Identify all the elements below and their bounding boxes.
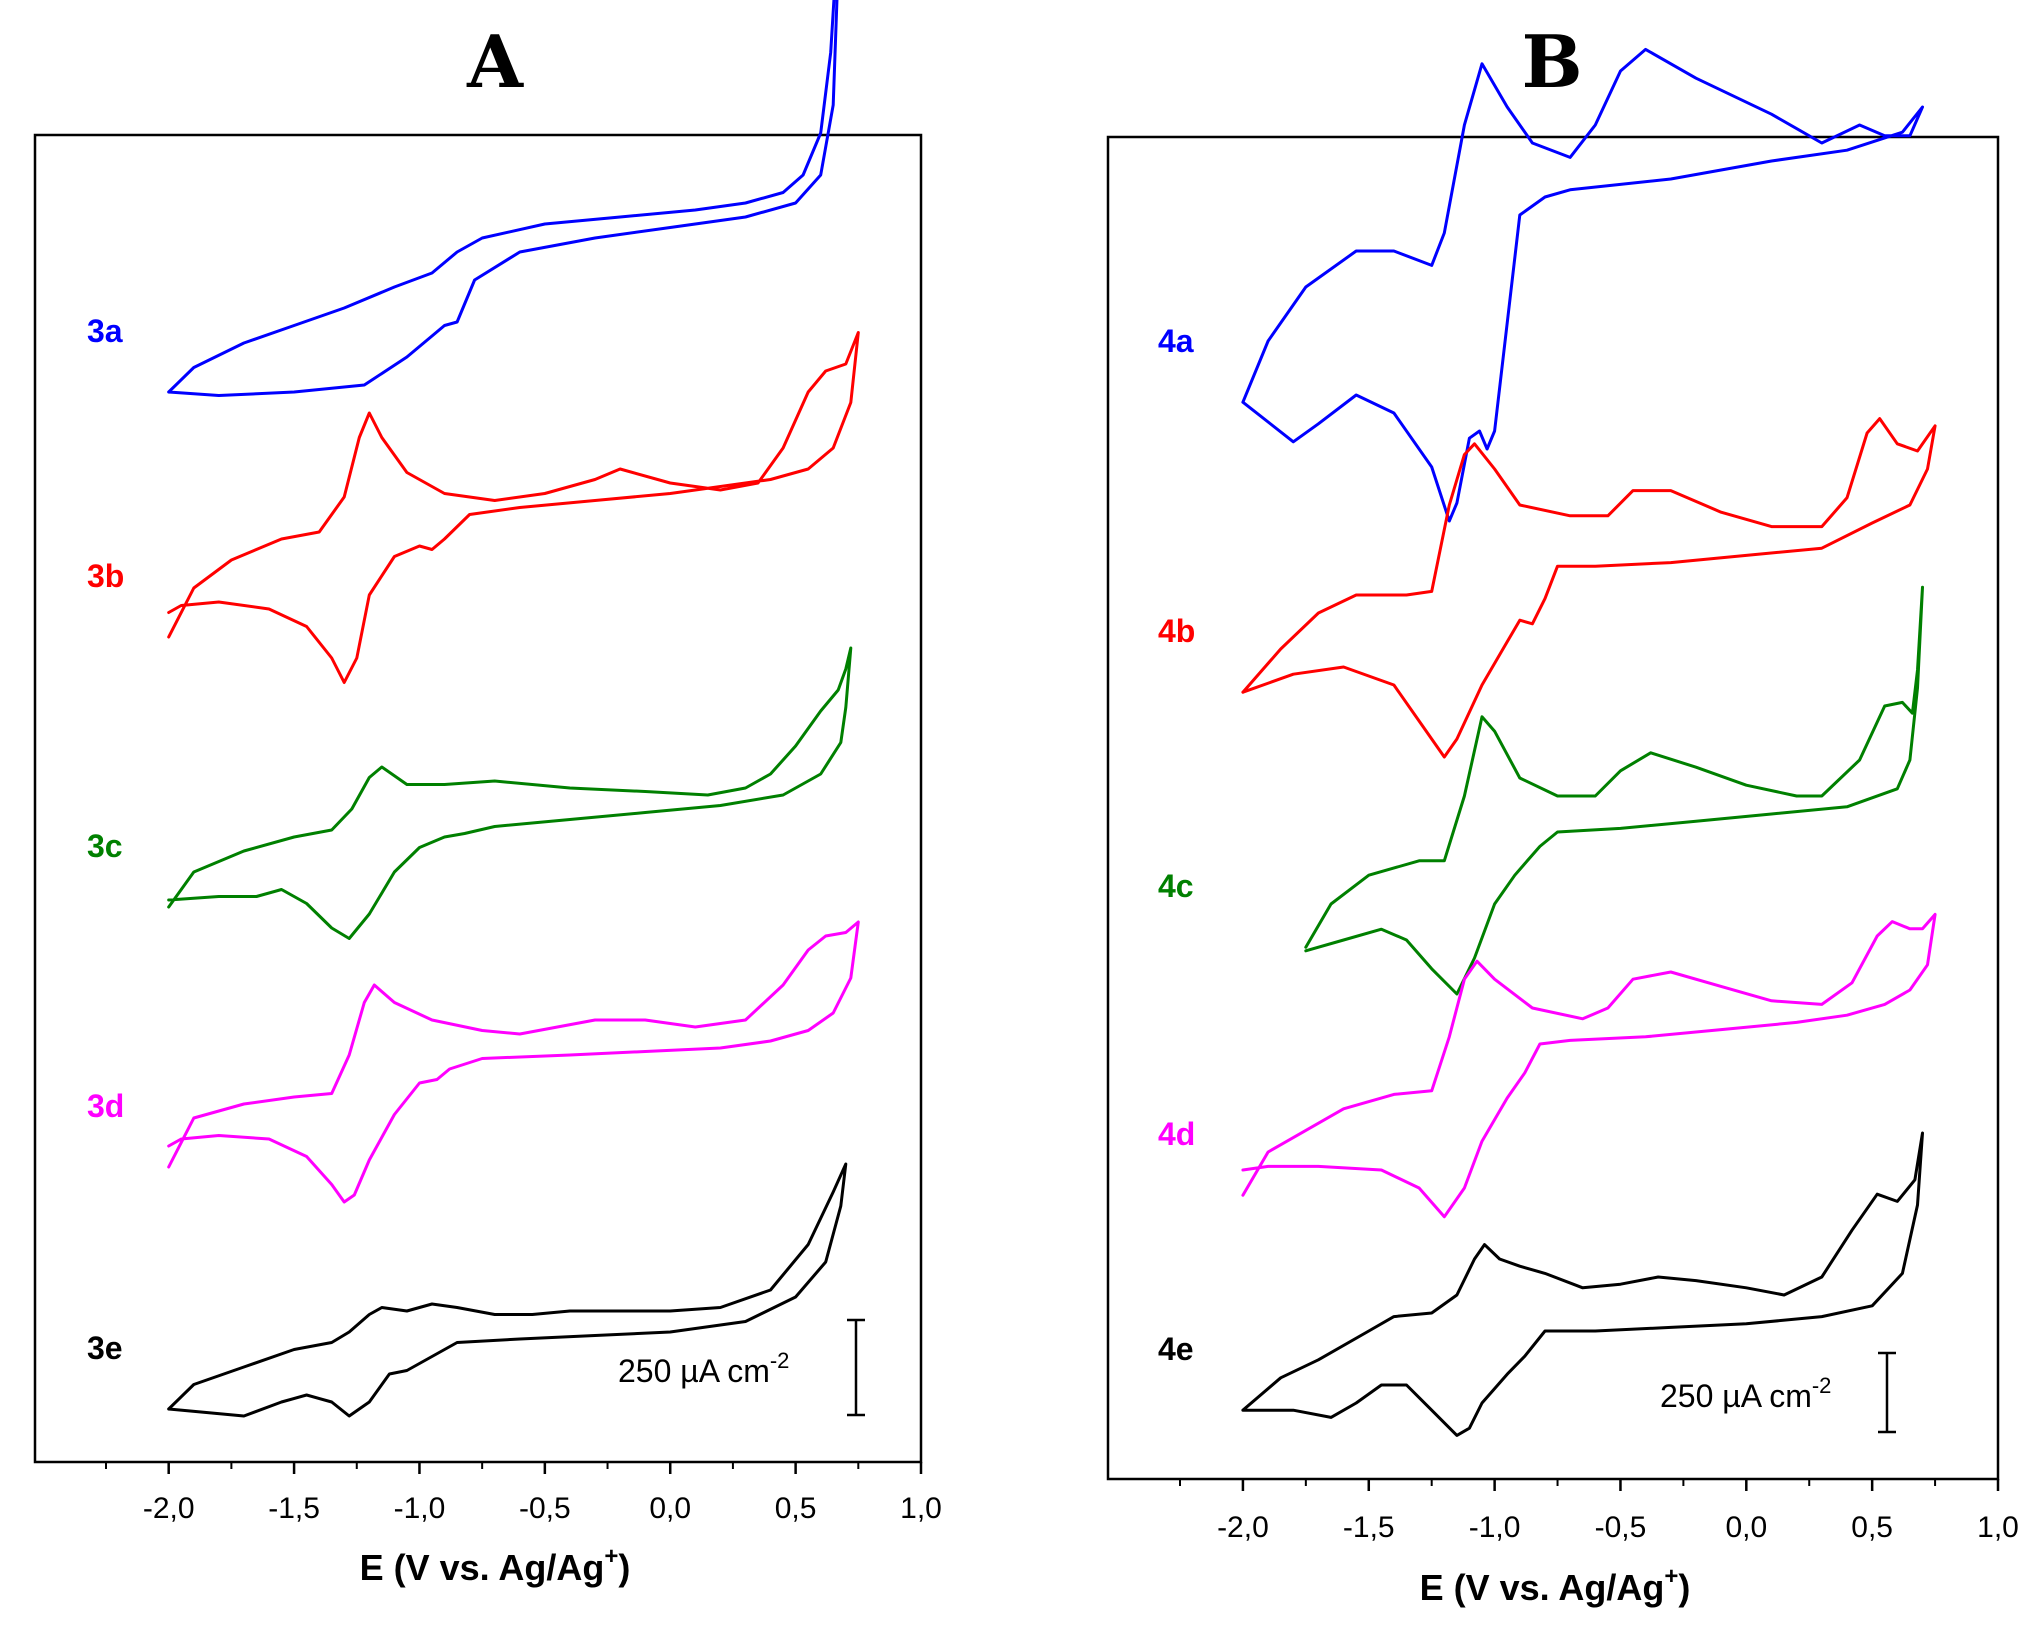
panel-b-scale-bar: 250 µA cm-2 — [1660, 1351, 1896, 1434]
cv-trace-3e — [167, 1162, 848, 1418]
trace-label-3e: 3e — [87, 1330, 123, 1366]
panel-b-x-axis-label: E (V vs. Ag/Ag+) — [1420, 1563, 1691, 1608]
x-tick-label: -1,5 — [268, 1492, 320, 1525]
x-tick-label: 0,0 — [649, 1492, 691, 1525]
trace-label-3b: 3b — [87, 558, 124, 594]
x-tick-label: 0,5 — [1851, 1511, 1893, 1544]
cv-trace-3d — [167, 920, 860, 1204]
x-tick-label: -2,0 — [143, 1492, 195, 1525]
trace-label-3c: 3c — [87, 828, 123, 864]
trace-label-4b: 4b — [1158, 613, 1195, 649]
x-tick-label: 1,0 — [900, 1492, 942, 1525]
cv-trace-3b — [167, 331, 860, 684]
cv-trace-4e — [1241, 1131, 1924, 1437]
cv-trace-4c — [1304, 585, 1924, 996]
scale-bar-label: 250 µA cm-2 — [1660, 1373, 1831, 1414]
cv-trace-4b — [1241, 417, 1937, 759]
trace-label-3a: 3a — [87, 313, 123, 349]
cv-trace-4d — [1241, 912, 1937, 1219]
panel-b-x-axis: -2,0 -1,5 -1,0 -0,5 0,0 0,5 1,0 — [1179, 1479, 2019, 1544]
x-tick-label: -1,5 — [1343, 1511, 1395, 1544]
cv-trace-3c — [167, 646, 853, 940]
panel-a-scale-bar: 250 µA cm-2 — [618, 1318, 865, 1417]
x-tick-label: -1,0 — [394, 1492, 446, 1525]
panel-b-traces: 4a 4b 4c 4d 4e — [1158, 47, 1937, 1437]
panel-a-traces: 3a 3b 3c 3d 3e — [87, 0, 860, 1418]
trace-label-4c: 4c — [1158, 868, 1194, 904]
panel-a-x-axis-label: E (V vs. Ag/Ag+) — [360, 1543, 631, 1588]
trace-label-4e: 4e — [1158, 1331, 1194, 1367]
panel-a: A -2,0 -1,5 -1,0 -0,5 0,0 0,5 1,0 3a 3b 3c 3d 3e E… — [33, 0, 942, 1588]
x-tick-label: 0,0 — [1725, 1511, 1767, 1544]
cv-trace-4a — [1241, 47, 1924, 523]
panel-b-title: B — [1522, 19, 1583, 104]
panel-a-x-axis: -2,0 -1,5 -1,0 -0,5 0,0 0,5 1,0 — [105, 1462, 942, 1525]
panel-a-frame — [33, 133, 923, 1464]
panel-b: B -2,0 -1,5 -1,0 -0,5 0,0 0,5 1,0 4a 4b 4c 4d 4e E… — [1106, 19, 2019, 1608]
x-tick-label: -0,5 — [519, 1492, 571, 1525]
x-tick-label: -2,0 — [1217, 1511, 1269, 1544]
trace-label-4d: 4d — [1158, 1116, 1195, 1152]
x-tick-label: -1,0 — [1469, 1511, 1521, 1544]
x-tick-label: -0,5 — [1595, 1511, 1647, 1544]
scale-bar-label: 250 µA cm-2 — [618, 1348, 789, 1389]
panel-a-title: A — [466, 19, 524, 104]
x-tick-label: 1,0 — [1977, 1511, 2019, 1544]
x-tick-label: 0,5 — [775, 1492, 817, 1525]
panel-b-frame — [1106, 135, 2000, 1481]
trace-label-4a: 4a — [1158, 323, 1194, 359]
trace-label-3d: 3d — [87, 1088, 124, 1124]
cv-trace-3a — [167, 0, 839, 397]
